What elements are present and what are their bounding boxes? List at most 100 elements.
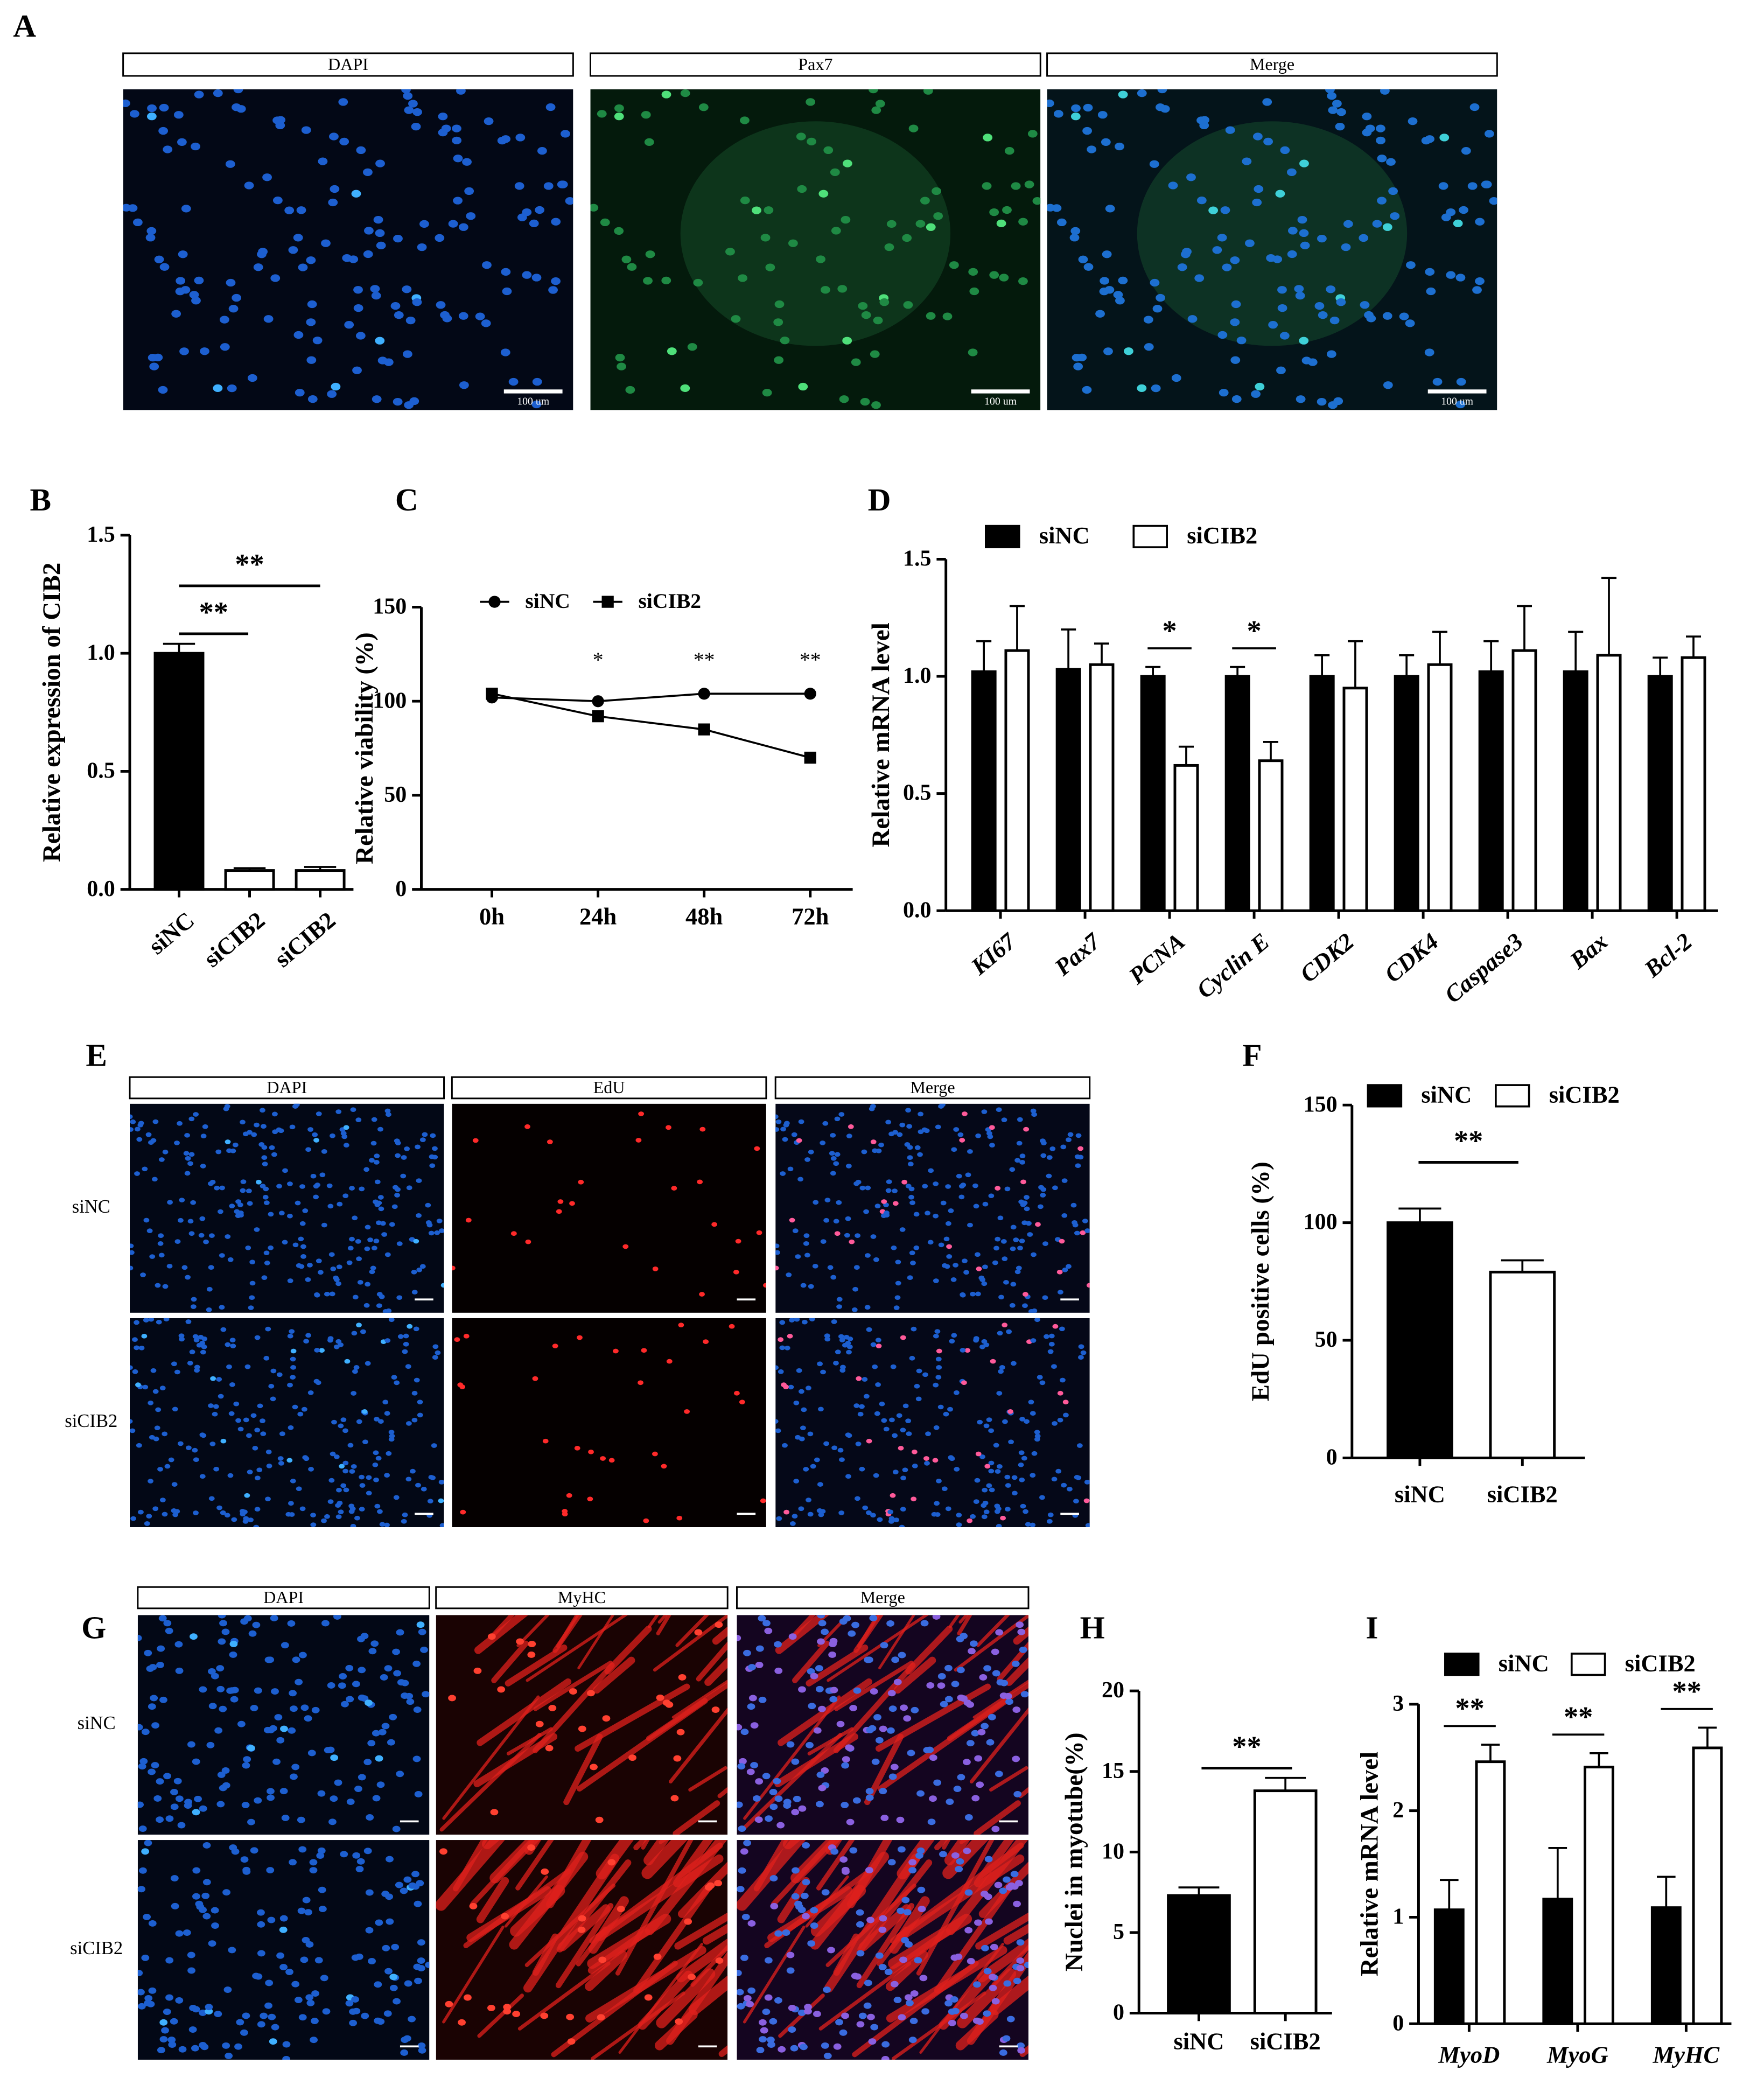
nucleus bbox=[235, 1199, 241, 1204]
nucleus bbox=[346, 1696, 354, 1703]
nucleus bbox=[991, 1998, 1000, 2005]
nucleus bbox=[210, 1376, 216, 1381]
nucleus bbox=[933, 1181, 939, 1186]
nucleus bbox=[145, 234, 156, 242]
nucleus bbox=[202, 1842, 211, 1849]
nucleus bbox=[545, 1745, 554, 1752]
nucleus bbox=[795, 1254, 801, 1259]
nucleus bbox=[703, 1339, 709, 1344]
nucleus bbox=[908, 124, 919, 132]
nucleus bbox=[900, 1475, 907, 1481]
nucleus bbox=[1115, 142, 1124, 151]
nucleus bbox=[1075, 1163, 1081, 1169]
nucleus bbox=[199, 1216, 206, 1221]
nucleus bbox=[1057, 1417, 1063, 1423]
nucleus bbox=[270, 1368, 277, 1374]
x-tick-label: PCNA bbox=[1123, 928, 1190, 990]
nucleus bbox=[515, 134, 526, 142]
nucleus bbox=[578, 1179, 584, 1185]
nucleus bbox=[285, 1969, 293, 1975]
myotube bbox=[771, 1840, 835, 1907]
nucleus bbox=[440, 1283, 444, 1288]
nucleus bbox=[963, 1699, 972, 1706]
nucleus bbox=[1171, 374, 1181, 382]
nucleus bbox=[278, 1128, 284, 1134]
nucleus bbox=[501, 135, 511, 143]
nucleus bbox=[321, 1620, 330, 1627]
nucleus bbox=[1475, 218, 1485, 226]
nucleus bbox=[957, 1132, 964, 1137]
nucleus bbox=[936, 1348, 942, 1354]
nucleus bbox=[602, 1715, 611, 1722]
y-tick-label: 0 bbox=[395, 877, 407, 901]
error-bar bbox=[1698, 1726, 1717, 1748]
nucleus bbox=[289, 1329, 295, 1334]
nucleus bbox=[371, 1246, 377, 1251]
nucleus bbox=[976, 1267, 982, 1271]
nucleus bbox=[786, 1272, 792, 1277]
nucleus bbox=[1252, 132, 1263, 141]
nucleus bbox=[392, 1648, 400, 1655]
glow bbox=[680, 121, 951, 346]
nucleus bbox=[319, 1348, 325, 1353]
nucleus bbox=[925, 1431, 931, 1436]
myotube bbox=[506, 1727, 553, 1755]
nucleus bbox=[1017, 1117, 1023, 1122]
nucleus bbox=[815, 1685, 824, 1692]
nucleus bbox=[296, 1263, 302, 1268]
nucleus bbox=[363, 1303, 370, 1308]
myotube bbox=[934, 1887, 1011, 1994]
nucleus bbox=[177, 138, 187, 146]
myotube bbox=[1005, 1657, 1028, 1686]
nucleus bbox=[330, 1451, 336, 1457]
nucleus bbox=[290, 1348, 297, 1354]
nucleus bbox=[834, 1116, 841, 1122]
nucleus bbox=[331, 382, 341, 391]
nucleus bbox=[381, 1723, 390, 1730]
nucleus bbox=[219, 1305, 225, 1310]
nucleus bbox=[393, 1998, 401, 2005]
myotube bbox=[615, 1840, 694, 1976]
nucleus bbox=[316, 1111, 322, 1116]
nucleus bbox=[400, 2049, 409, 2056]
nucleus bbox=[812, 1263, 818, 1269]
nucleus bbox=[929, 1795, 937, 1802]
myotube bbox=[442, 1926, 505, 2024]
nucleus bbox=[953, 1127, 960, 1132]
nucleus bbox=[739, 1400, 745, 1405]
nucleus bbox=[1489, 197, 1497, 205]
nucleus bbox=[991, 1648, 999, 1655]
nucleus bbox=[375, 159, 385, 167]
nucleus bbox=[207, 1668, 216, 1675]
nucleus bbox=[192, 1893, 200, 1900]
nucleus bbox=[998, 1295, 1004, 1300]
bar bbox=[1387, 1221, 1453, 1459]
x-tick-label: Bcl-2 bbox=[1639, 928, 1697, 983]
nucleus bbox=[617, 1906, 625, 1913]
nucleus bbox=[1020, 1179, 1026, 1185]
nucleus bbox=[246, 1188, 252, 1193]
nucleus bbox=[386, 1856, 394, 1863]
nucleus bbox=[936, 1365, 942, 1370]
nucleus bbox=[974, 1755, 983, 1762]
nucleus bbox=[737, 1886, 745, 1893]
nucleus bbox=[1360, 301, 1370, 309]
nucleus bbox=[137, 2003, 146, 2010]
nucleus bbox=[330, 1133, 335, 1138]
nucleus bbox=[893, 1517, 900, 1522]
nucleus bbox=[1405, 319, 1415, 327]
nucleus bbox=[287, 1181, 293, 1186]
error-bar bbox=[1439, 1879, 1459, 1910]
nucleus bbox=[561, 130, 570, 138]
nucleus bbox=[198, 1233, 205, 1238]
nucleus bbox=[373, 1477, 379, 1482]
nucleus bbox=[866, 1327, 872, 1332]
myotube bbox=[712, 1626, 728, 1645]
nucleus bbox=[806, 98, 816, 106]
nucleus bbox=[1019, 1417, 1026, 1422]
nucleus bbox=[794, 1318, 800, 1322]
nucleus bbox=[155, 1283, 161, 1288]
myotube bbox=[825, 1840, 843, 1855]
nucleus bbox=[884, 1969, 893, 1975]
nucleus bbox=[857, 1411, 864, 1417]
